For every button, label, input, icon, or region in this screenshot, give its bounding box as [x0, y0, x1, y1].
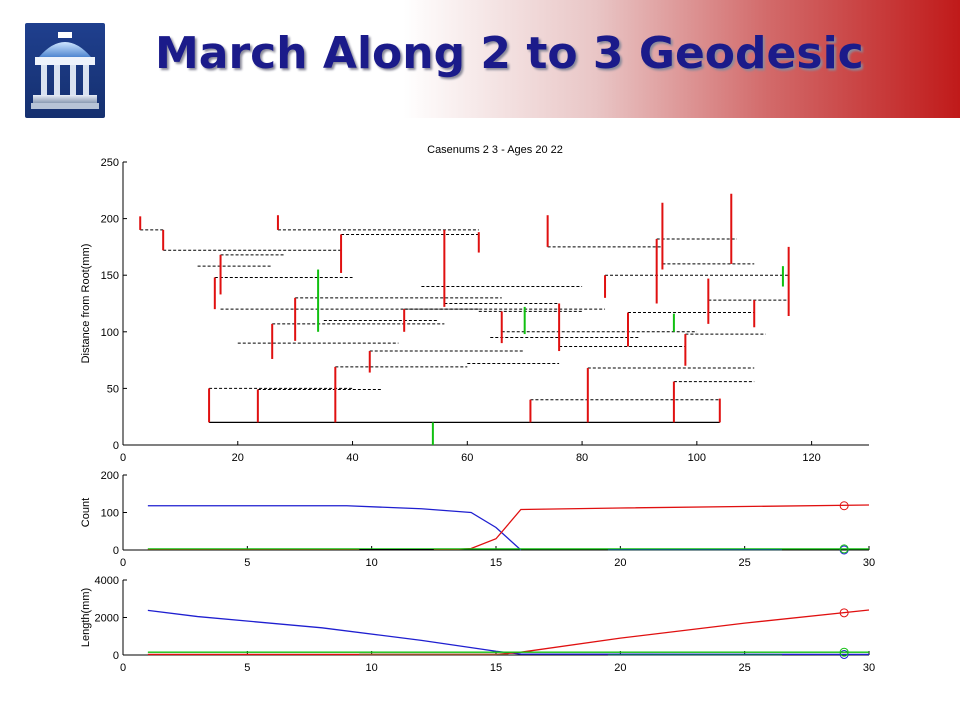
- y-tick-label: 100: [101, 327, 119, 339]
- y-axis-label: Count: [80, 498, 92, 527]
- series-line-red: [147, 609, 870, 656]
- y-tick-label: 0: [113, 440, 119, 452]
- series-marker-green: [839, 544, 849, 554]
- y-tick-label: 200: [101, 214, 119, 226]
- y-axis-label: Distance from Root(mm): [80, 244, 92, 364]
- x-tick-label: 20: [232, 452, 244, 464]
- x-tick-label: 30: [863, 662, 875, 674]
- x-tick-label: 25: [739, 662, 751, 674]
- x-tick-label: 80: [576, 452, 588, 464]
- series-marker-green: [839, 647, 849, 657]
- y-tick-label: 0: [113, 650, 119, 662]
- y-tick-label: 250: [101, 157, 119, 169]
- series-marker-blue: [839, 649, 849, 659]
- x-tick-label: 100: [688, 452, 706, 464]
- x-tick-label: 15: [490, 662, 502, 674]
- y-tick-label: 2000: [95, 613, 119, 625]
- series-marker-red: [839, 501, 849, 511]
- x-tick-label: 5: [244, 557, 250, 569]
- x-tick-label: 25: [739, 557, 751, 569]
- series-marker-red: [839, 608, 849, 618]
- y-tick-label: 100: [101, 508, 119, 520]
- y-tick-label: 200: [101, 470, 119, 482]
- x-tick-label: 10: [366, 662, 378, 674]
- y-tick-label: 150: [101, 270, 119, 282]
- x-tick-label: 15: [490, 557, 502, 569]
- x-tick-label: 20: [614, 662, 626, 674]
- y-tick-label: 50: [107, 383, 119, 395]
- slide-title: March Along 2 to 3 Geodesic: [155, 28, 864, 79]
- x-tick-label: 0: [120, 452, 126, 464]
- x-tick-label: 0: [120, 662, 126, 674]
- x-tick-label: 60: [461, 452, 473, 464]
- slide-header: March Along 2 to 3 Geodesic: [0, 0, 960, 118]
- series-line-red: [147, 504, 870, 550]
- x-tick-label: 10: [366, 557, 378, 569]
- x-tick-label: 120: [802, 452, 820, 464]
- series-line-blue: [147, 505, 522, 551]
- series-line-blue: [147, 609, 870, 656]
- x-tick-label: 0: [120, 557, 126, 569]
- old-well-icon: [25, 23, 105, 118]
- x-tick-label: 5: [244, 662, 250, 674]
- y-tick-label: 0: [113, 545, 119, 557]
- x-tick-label: 40: [346, 452, 358, 464]
- y-axis-label: Length(mm): [80, 588, 92, 647]
- x-tick-label: 20: [614, 557, 626, 569]
- chart-title: Casenums 2 3 - Ages 20 22: [427, 144, 563, 156]
- y-tick-label: 4000: [95, 575, 119, 587]
- x-tick-label: 30: [863, 557, 875, 569]
- figure-area: 0 20 40 60 80 100 120 0 50 100 150 200 250 Distance f…: [0, 118, 960, 723]
